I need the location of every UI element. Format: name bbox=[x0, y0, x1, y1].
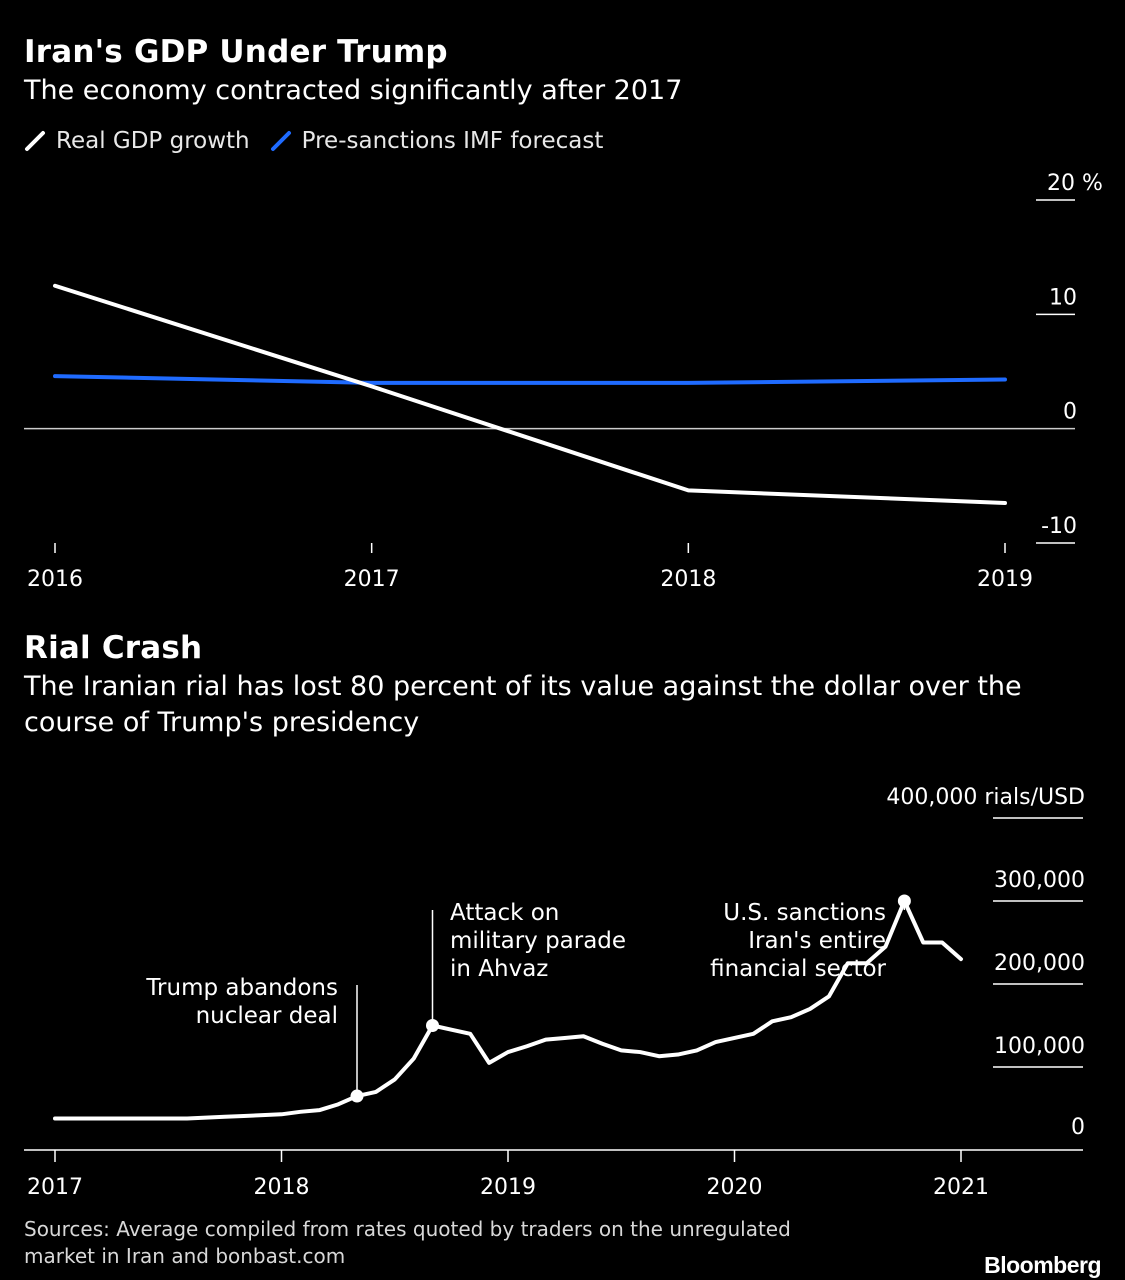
x-tick-label: 2018 bbox=[254, 1175, 310, 1200]
y-tick-label: 0 bbox=[1063, 400, 1077, 425]
x-tick-label: 2021 bbox=[933, 1175, 989, 1200]
y-tick-label: 20 % bbox=[1047, 171, 1103, 196]
annotation-marker bbox=[350, 1089, 364, 1103]
chart1-subtitle: The economy contracted significantly aft… bbox=[24, 75, 683, 106]
x-tick-label: 2017 bbox=[27, 1175, 83, 1200]
annotation-label: Trump abandons bbox=[145, 975, 338, 1001]
y-tick-label: 200,000 bbox=[994, 951, 1085, 976]
annotation-label: U.S. sanctions bbox=[723, 900, 886, 926]
chart2-subtitle: The Iranian rial has lost 80 percent of … bbox=[24, 669, 1022, 741]
x-tick-label: 2019 bbox=[480, 1175, 536, 1200]
series-line-rial bbox=[53, 899, 963, 1121]
y-tick-label: 400,000 rials/USD bbox=[886, 785, 1085, 810]
chart1-title: Iran's GDP Under Trump bbox=[24, 34, 448, 70]
chart1-legend: Real GDP growth Pre-sanctions IMF foreca… bbox=[24, 128, 623, 154]
x-tick-label: 2017 bbox=[344, 567, 400, 592]
y-tick-label: -10 bbox=[1041, 514, 1077, 539]
annotation-label: military parade bbox=[450, 928, 626, 954]
chart2-title: Rial Crash bbox=[24, 630, 203, 666]
legend-item-imf-forecast: Pre-sanctions IMF forecast bbox=[270, 128, 604, 154]
sources-line-1: Sources: Average compiled from rates quo… bbox=[24, 1217, 791, 1241]
y-tick-label: 300,000 bbox=[994, 868, 1085, 893]
legend-item-real-gdp: Real GDP growth bbox=[24, 128, 250, 154]
chart2-subtitle-line-1: The Iranian rial has lost 80 percent of … bbox=[24, 671, 1022, 702]
x-tick-label: 2016 bbox=[27, 567, 83, 592]
series-line-imf-forecast bbox=[53, 374, 1007, 385]
rial-chart: 0 100,000 200,000 300,000 400,000 rials/USD 2… bbox=[24, 785, 1085, 1200]
legend-swatch-icon bbox=[270, 130, 292, 152]
annotation-label: in Ahvaz bbox=[450, 956, 548, 982]
legend-label-imf-forecast: Pre-sanctions IMF forecast bbox=[301, 128, 604, 154]
y-tick-label: 100,000 bbox=[994, 1034, 1085, 1059]
sources-line-2: market in Iran and bonbast.com bbox=[24, 1244, 346, 1268]
annotation-label: Attack on bbox=[450, 900, 559, 926]
chart2-subtitle-line-2: course of Trump's presidency bbox=[24, 707, 420, 738]
series-line-real-gdp bbox=[53, 283, 1007, 505]
bloomberg-logo: Bloomberg bbox=[984, 1252, 1101, 1278]
annotation-label: financial sector bbox=[710, 956, 886, 982]
annotation-marker bbox=[426, 1019, 439, 1032]
annotation-label: Iran's entire bbox=[748, 928, 886, 954]
x-tick-label: 2018 bbox=[660, 567, 716, 592]
annotation-label: nuclear deal bbox=[196, 1003, 338, 1029]
annotation-marker bbox=[897, 894, 911, 908]
legend-swatch-icon bbox=[24, 130, 46, 152]
y-tick-label: 10 bbox=[1049, 285, 1077, 310]
x-tick-label: 2019 bbox=[977, 567, 1033, 592]
gdp-chart: -10 0 10 20 % 2016 2017 2018 2019 bbox=[24, 171, 1103, 592]
y-tick-label: 0 bbox=[1071, 1115, 1085, 1140]
x-tick-label: 2020 bbox=[707, 1175, 763, 1200]
legend-label-real-gdp: Real GDP growth bbox=[56, 128, 250, 154]
sources-note: Sources: Average compiled from rates quo… bbox=[24, 1216, 791, 1270]
